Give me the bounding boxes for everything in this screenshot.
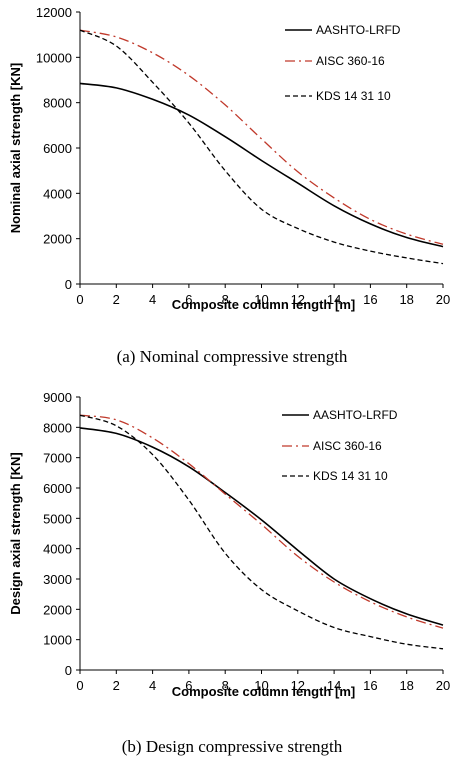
x-tick-label: 16 <box>363 678 377 693</box>
x-tick-label: 10 <box>254 292 268 307</box>
y-tick-label: 8000 <box>43 96 72 111</box>
series-line-aashto-lrfd <box>79 427 444 626</box>
series-line-aisc-360-16 <box>79 414 444 629</box>
y-tick-label: 1000 <box>43 633 72 648</box>
y-tick-label: 0 <box>65 663 72 678</box>
x-tick-label: 14 <box>327 292 341 307</box>
y-tick-label: 4000 <box>43 542 72 557</box>
y-tick-label: 2000 <box>43 602 72 617</box>
y-axis-label: Design axial strength [KN] <box>8 452 23 615</box>
y-tick-label: 10000 <box>36 50 72 65</box>
y-tick-label: 9000 <box>43 390 72 405</box>
x-tick-label: 12 <box>291 292 305 307</box>
y-axis-label: Nominal axial strength [KN] <box>8 63 23 233</box>
x-tick-label: 4 <box>149 678 156 693</box>
legend-label: AISC 360-16 <box>316 54 385 68</box>
figure-caption: (a) Nominal compressive strength <box>117 347 348 366</box>
legend-label: AASHTO-LRFD <box>313 408 398 422</box>
y-tick-label: 12000 <box>36 5 72 20</box>
x-tick-label: 0 <box>76 678 83 693</box>
legend-label: KDS 14 31 10 <box>313 469 388 483</box>
x-tick-label: 6 <box>185 678 192 693</box>
y-tick-label: 3000 <box>43 572 72 587</box>
x-tick-label: 8 <box>222 292 229 307</box>
chart-design: 0 2 4 6 8 10 12 14 16 18 20 0 1000 2000 3000 4000 5000 60… <box>8 390 450 756</box>
x-tick-label: 6 <box>185 292 192 307</box>
x-tick-label: 2 <box>113 678 120 693</box>
legend-label: AASHTO-LRFD <box>316 23 401 37</box>
x-tick-label: 10 <box>254 678 268 693</box>
figure-caption: (b) Design compressive strength <box>122 737 343 756</box>
x-tick-label: 4 <box>149 292 156 307</box>
x-tick-label: 14 <box>327 678 341 693</box>
y-tick-label: 2000 <box>43 232 72 247</box>
y-tick-label: 6000 <box>43 481 72 496</box>
y-tick-label: 4000 <box>43 186 72 201</box>
x-axis-label: Composite column length [m] <box>172 297 355 312</box>
series-line-kds-14-31-10 <box>79 29 444 265</box>
y-tick-label: 5000 <box>43 511 72 526</box>
y-tick-label: 0 <box>65 277 72 292</box>
series-line-aisc-360-16 <box>79 29 444 245</box>
x-tick-label: 18 <box>399 292 413 307</box>
series-line-kds-14-31-10 <box>79 414 444 650</box>
x-tick-label: 20 <box>436 678 450 693</box>
legend-label: KDS 14 31 10 <box>316 89 391 103</box>
y-tick-label: 7000 <box>43 451 72 466</box>
x-tick-label: 12 <box>291 678 305 693</box>
legend-label: AISC 360-16 <box>313 439 382 453</box>
x-tick-label: 2 <box>113 292 120 307</box>
chart-nominal: 0 2 4 6 8 10 12 14 16 18 20 0 2000 4000 6000 8000 10000 1… <box>8 5 450 366</box>
x-tick-label: 16 <box>363 292 377 307</box>
x-axis-label: Composite column length [m] <box>172 684 355 699</box>
x-tick-label: 0 <box>76 292 83 307</box>
y-tick-label: 8000 <box>43 420 72 435</box>
y-tick-label: 6000 <box>43 141 72 156</box>
x-tick-label: 18 <box>399 678 413 693</box>
x-tick-label: 8 <box>222 678 229 693</box>
x-tick-label: 20 <box>436 292 450 307</box>
series-line-aashto-lrfd <box>79 82 444 248</box>
